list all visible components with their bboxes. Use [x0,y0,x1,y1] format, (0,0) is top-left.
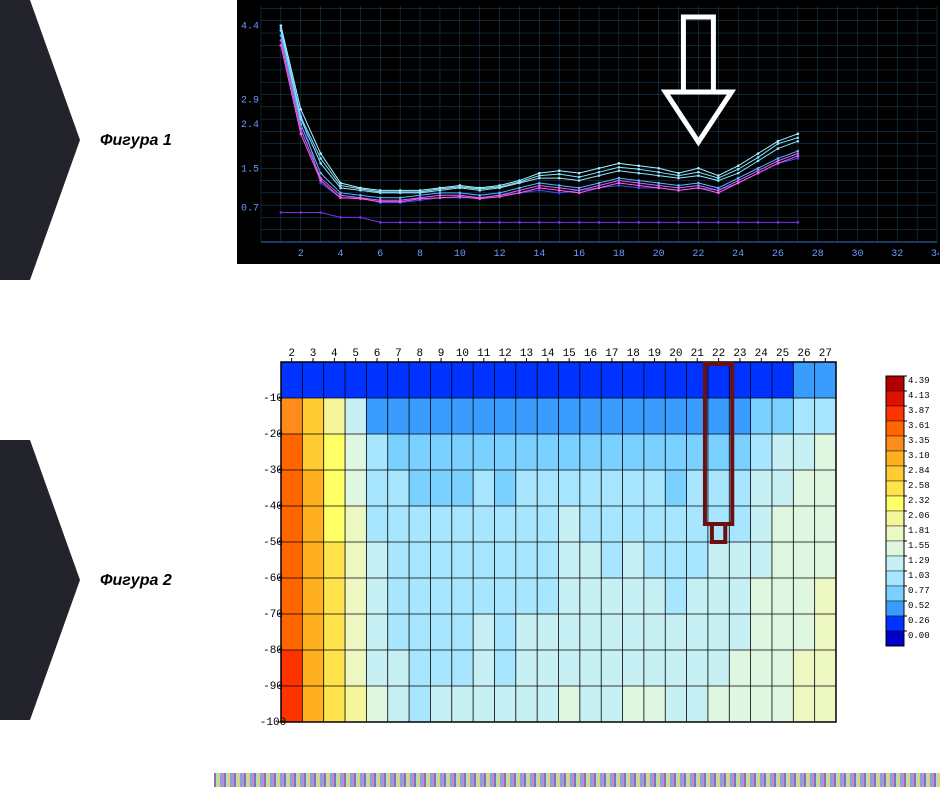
svg-text:2.58: 2.58 [908,481,930,491]
svg-text:-60: -60 [263,573,283,585]
svg-text:-40: -40 [263,501,283,513]
figure-1-label: Фигура 1 [100,132,172,150]
svg-text:6: 6 [377,249,383,260]
svg-text:10: 10 [454,249,466,260]
svg-text:32: 32 [891,249,903,260]
svg-text:-80: -80 [263,645,283,657]
page: Фигура 1 Фигура 2 2468101214161820222426… [0,0,940,788]
svg-text:4: 4 [338,249,344,260]
svg-text:0.77: 0.77 [908,586,930,596]
svg-text:1.5: 1.5 [241,164,259,175]
svg-text:-70: -70 [263,609,283,621]
svg-text:2.84: 2.84 [908,466,930,476]
svg-text:16: 16 [573,249,585,260]
svg-text:2.4: 2.4 [241,120,259,131]
svg-text:3.35: 3.35 [908,436,930,446]
svg-text:3.10: 3.10 [908,451,930,461]
svg-text:22: 22 [692,249,704,260]
svg-text:34: 34 [931,249,939,260]
heatmap-chart: 2345678910111213141516171819202122232425… [237,340,937,740]
svg-text:-50: -50 [263,537,283,549]
svg-text:-30: -30 [263,465,283,477]
line-chart-canvas: 2468101214161820222426283032340.71.52.42… [239,2,939,262]
svg-text:-20: -20 [263,429,283,441]
svg-text:2.32: 2.32 [908,496,930,506]
svg-text:2.06: 2.06 [908,511,930,521]
svg-text:0.00: 0.00 [908,631,930,641]
line-chart: 2468101214161820222426283032340.71.52.42… [237,0,940,264]
svg-text:3.87: 3.87 [908,406,930,416]
svg-text:0.52: 0.52 [908,601,930,611]
svg-text:-10: -10 [263,393,283,405]
svg-text:20: 20 [653,249,665,260]
svg-text:0.7: 0.7 [241,204,259,215]
svg-text:2: 2 [298,249,304,260]
svg-text:1.81: 1.81 [908,526,930,536]
svg-text:18: 18 [613,249,625,260]
svg-text:14: 14 [533,249,545,260]
svg-text:3.61: 3.61 [908,421,930,431]
svg-text:30: 30 [851,249,863,260]
svg-text:24: 24 [732,249,744,260]
svg-text:-90: -90 [263,681,283,693]
pointer-shape-2 [0,440,80,720]
noise-strip [214,773,940,787]
svg-text:12: 12 [494,249,506,260]
svg-text:8: 8 [417,249,423,260]
svg-text:1.03: 1.03 [908,571,930,581]
heatmap-canvas: 2345678910111213141516171819202122232425… [237,340,937,740]
svg-text:1.29: 1.29 [908,556,930,566]
svg-text:4.4: 4.4 [241,22,259,33]
pointer-shape-1 [0,0,80,280]
svg-text:4.13: 4.13 [908,391,930,401]
svg-text:1.55: 1.55 [908,541,930,551]
svg-text:4.39: 4.39 [908,376,930,386]
svg-text:-100: -100 [260,717,286,729]
svg-text:2.9: 2.9 [241,95,259,106]
svg-text:26: 26 [772,249,784,260]
svg-text:0.26: 0.26 [908,616,930,626]
svg-text:28: 28 [812,249,824,260]
figure-2-label: Фигура 2 [100,572,172,590]
